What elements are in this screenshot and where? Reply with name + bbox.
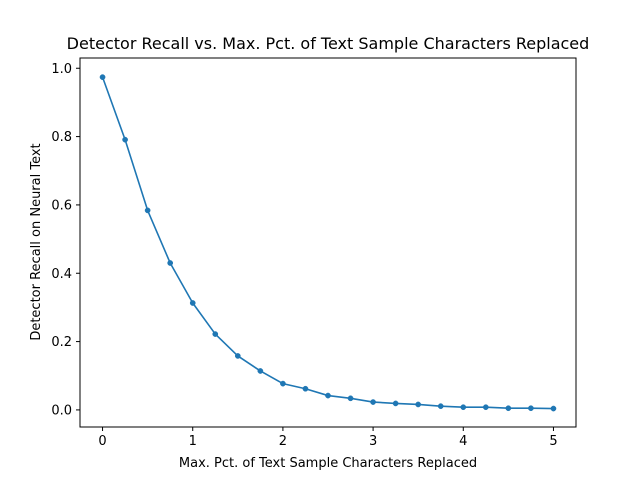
- y-tick-label: 0.6: [51, 198, 72, 213]
- axes-frame: [79, 57, 577, 428]
- data-point: [167, 260, 174, 266]
- x-tick-label: 2: [279, 434, 287, 449]
- data-point: [370, 399, 376, 405]
- data-point: [280, 380, 286, 387]
- y-tick-label: 1.0: [51, 62, 72, 77]
- data-point: [189, 300, 196, 306]
- data-point: [234, 353, 241, 359]
- data-point: [257, 368, 264, 374]
- data-point: [482, 404, 489, 411]
- x-tick-label: 0: [98, 434, 106, 449]
- data-point: [528, 405, 534, 412]
- x-tick-label: 3: [369, 434, 377, 449]
- chart-title: Detector Recall vs. Max. Pct. of Text Sa…: [67, 34, 590, 53]
- y-tick-label: 0.8: [51, 130, 72, 145]
- data-point: [550, 405, 557, 412]
- data-point: [505, 405, 512, 412]
- data-point: [325, 392, 331, 399]
- y-tick-label: 0.2: [51, 335, 72, 350]
- data-point: [415, 401, 422, 408]
- data-point: [460, 404, 467, 411]
- x-axis: 0 1 2 3 4 5: [98, 427, 558, 449]
- y-axis: 0.0 0.2 0.4 0.6 0.8 1.0: [51, 62, 80, 418]
- y-axis-label: Detector Recall on Neural Text: [29, 143, 44, 340]
- data-point: [302, 385, 309, 392]
- data-point: [99, 74, 106, 80]
- y-tick-label: 0.4: [51, 267, 72, 282]
- x-tick-label: 1: [189, 434, 197, 449]
- data-point: [392, 400, 399, 407]
- data-point: [347, 395, 354, 402]
- x-tick-label: 4: [459, 434, 467, 449]
- data-point: [212, 331, 219, 337]
- y-tick-label: 0.0: [51, 403, 72, 418]
- x-tick-label: 5: [549, 434, 557, 449]
- data-point: [122, 136, 128, 143]
- data-point: [144, 207, 151, 214]
- data-point: [437, 403, 444, 410]
- plot-area: [79, 57, 577, 428]
- x-axis-label: Max. Pct. of Text Sample Characters Repl…: [179, 456, 477, 471]
